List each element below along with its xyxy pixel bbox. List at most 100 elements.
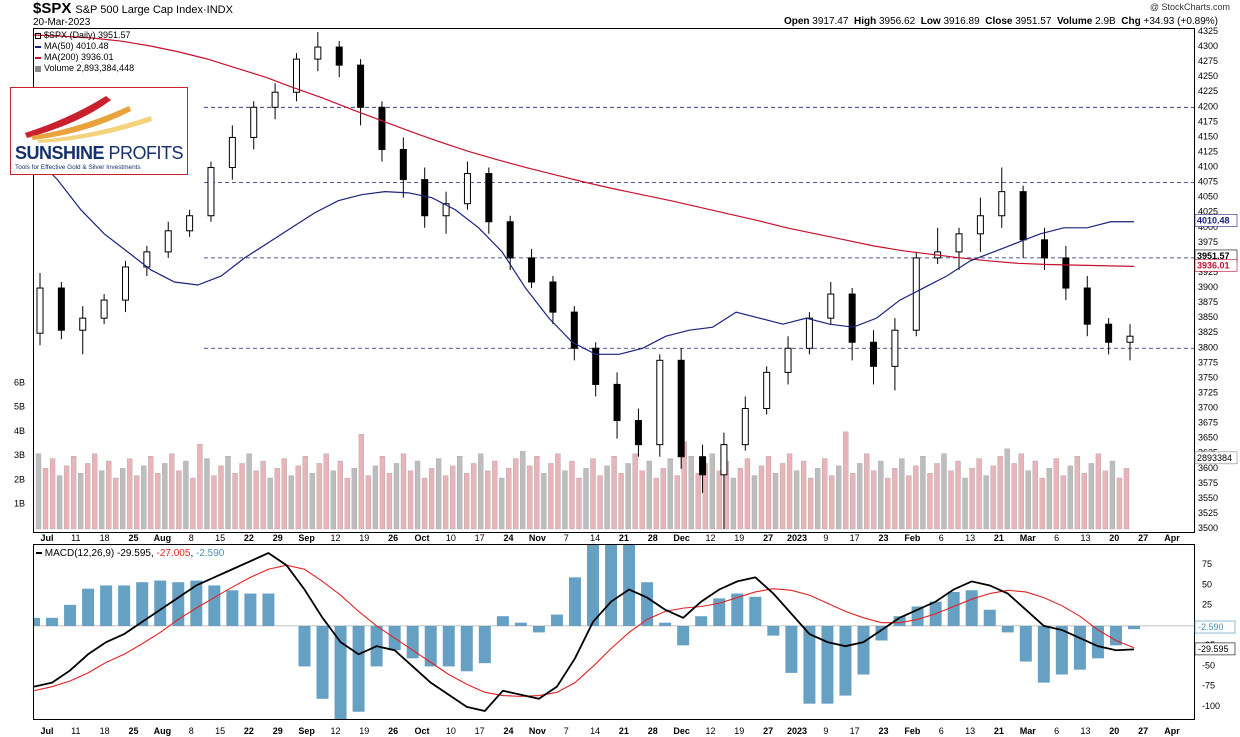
volume-bar [955, 460, 961, 530]
close-label: Close [985, 16, 1013, 27]
x-tick-label: 13 [1080, 533, 1090, 543]
volume-bar [435, 458, 442, 530]
x-tick-label: 9 [823, 533, 828, 543]
volume-bar [1060, 475, 1066, 530]
x-tick-label: 17 [475, 533, 485, 543]
macd-x-tick-label: 12 [330, 726, 340, 736]
macd-histogram-bar [532, 625, 545, 633]
ma200-line [34, 34, 1135, 267]
volume-bar [1123, 468, 1130, 530]
x-tick-label: 12 [330, 533, 340, 543]
volume-bar [267, 477, 273, 530]
legend-ma50-text: MA(50) 4010.48 [44, 41, 109, 51]
volume-bar [464, 472, 470, 530]
volume-bar [814, 468, 821, 530]
chart-date: 20-Mar-2023 [33, 17, 91, 28]
x-tick-label: 23 [879, 533, 889, 543]
volume-bar [204, 458, 210, 530]
volume-bar [948, 470, 954, 530]
candle-body [848, 293, 856, 343]
macd-panel [33, 544, 1195, 720]
volume-bar [49, 458, 56, 530]
macd-histogram-bar [713, 598, 726, 626]
candle-body [592, 347, 600, 385]
candle-body [207, 167, 215, 217]
y-tick-label: 3750 [1198, 372, 1218, 382]
y-tick-label: 3850 [1198, 312, 1218, 322]
volume-bar [386, 472, 393, 530]
x-tick-label: 8 [189, 533, 194, 543]
volume-bar [534, 455, 540, 530]
volume-bar [499, 477, 505, 530]
macd-histogram-bar [1091, 625, 1104, 659]
x-tick-label: 15 [215, 533, 225, 543]
volume-bar [962, 477, 968, 530]
volume-bar [428, 468, 435, 530]
volume-tick-label: 3B [14, 450, 25, 460]
volume-tick-label: 1B [14, 499, 25, 509]
volume-bar [1095, 453, 1102, 530]
volume-bar [365, 475, 372, 530]
volume-bar [492, 460, 498, 530]
macd-last-tag [1194, 642, 1236, 656]
macd-x-tick-label: Oct [414, 726, 429, 736]
volume-bar [1102, 470, 1109, 530]
volume-bar [990, 465, 996, 530]
volume-bar [127, 458, 133, 530]
macd-histogram-bar [677, 625, 690, 646]
macd-histogram-bar [34, 617, 40, 626]
volume-bar [246, 453, 252, 530]
volume-bar [730, 477, 737, 530]
y-tick-label: 3650 [1198, 433, 1218, 443]
copyright: @ StockCharts.com [1149, 2, 1230, 12]
candle-body [485, 173, 493, 223]
volume-bar [583, 468, 589, 530]
x-tick-label: 13 [965, 533, 975, 543]
volume-bar [190, 477, 196, 530]
volume-bar [527, 465, 533, 530]
x-tick-label: 25 [129, 533, 139, 543]
volume-bar [660, 468, 666, 530]
macd-histogram-bar [568, 577, 581, 626]
macd-histogram-bar [641, 582, 654, 626]
macd-histogram-bar [1109, 625, 1122, 646]
y-tick-label: 4325 [1198, 26, 1218, 36]
macd-x-tick-label: Feb [904, 726, 921, 736]
legend-volume-text: Volume 2,893,384,448 [44, 63, 135, 73]
macd-histogram-bar [226, 590, 239, 626]
x-tick-label: 27 [1138, 533, 1148, 543]
x-tick-label: Mar [1020, 533, 1037, 543]
x-tick-label: 14 [590, 533, 600, 543]
macd-histogram-bar [406, 625, 419, 659]
logo-brand-light: PROFITS [104, 143, 184, 163]
candle-body [549, 281, 557, 313]
macd-histogram-bar [893, 616, 906, 626]
candle-body [357, 64, 365, 108]
y-tick-label: 4150 [1198, 131, 1218, 141]
x-tick-label: 21 [619, 533, 629, 543]
macd-histogram-bar [550, 614, 563, 626]
volume-bar [471, 463, 477, 530]
volume-bar [590, 458, 596, 530]
high-value: 3956.62 [879, 16, 916, 27]
volume-bar [211, 475, 217, 530]
macd-y-tick-label: 25 [1202, 600, 1212, 610]
volume-bar [850, 472, 856, 530]
legend-ma200-text: MA(200) 3936.01 [44, 52, 114, 62]
macd-histogram-bar [605, 545, 618, 626]
volume-bar [751, 475, 758, 530]
macd-histogram-bar [262, 593, 275, 626]
legend-ma50: MA(50) 4010.48 [35, 41, 134, 52]
candle-body [36, 287, 44, 334]
x-tick-label: 26 [388, 533, 398, 543]
macd-histogram-bar [983, 609, 996, 626]
macd-x-tick-label: 19 [734, 726, 744, 736]
x-tick-label: 27 [763, 533, 773, 543]
candle-body [100, 299, 108, 319]
x-tick-label: 11 [71, 533, 80, 543]
macd-histogram-bar [1128, 625, 1140, 630]
volume-bar [274, 468, 280, 530]
legend-price: $SPX (Daily) 3951.57 [35, 30, 134, 41]
volume-bar [77, 472, 84, 530]
macd-histogram-bar [352, 625, 365, 712]
